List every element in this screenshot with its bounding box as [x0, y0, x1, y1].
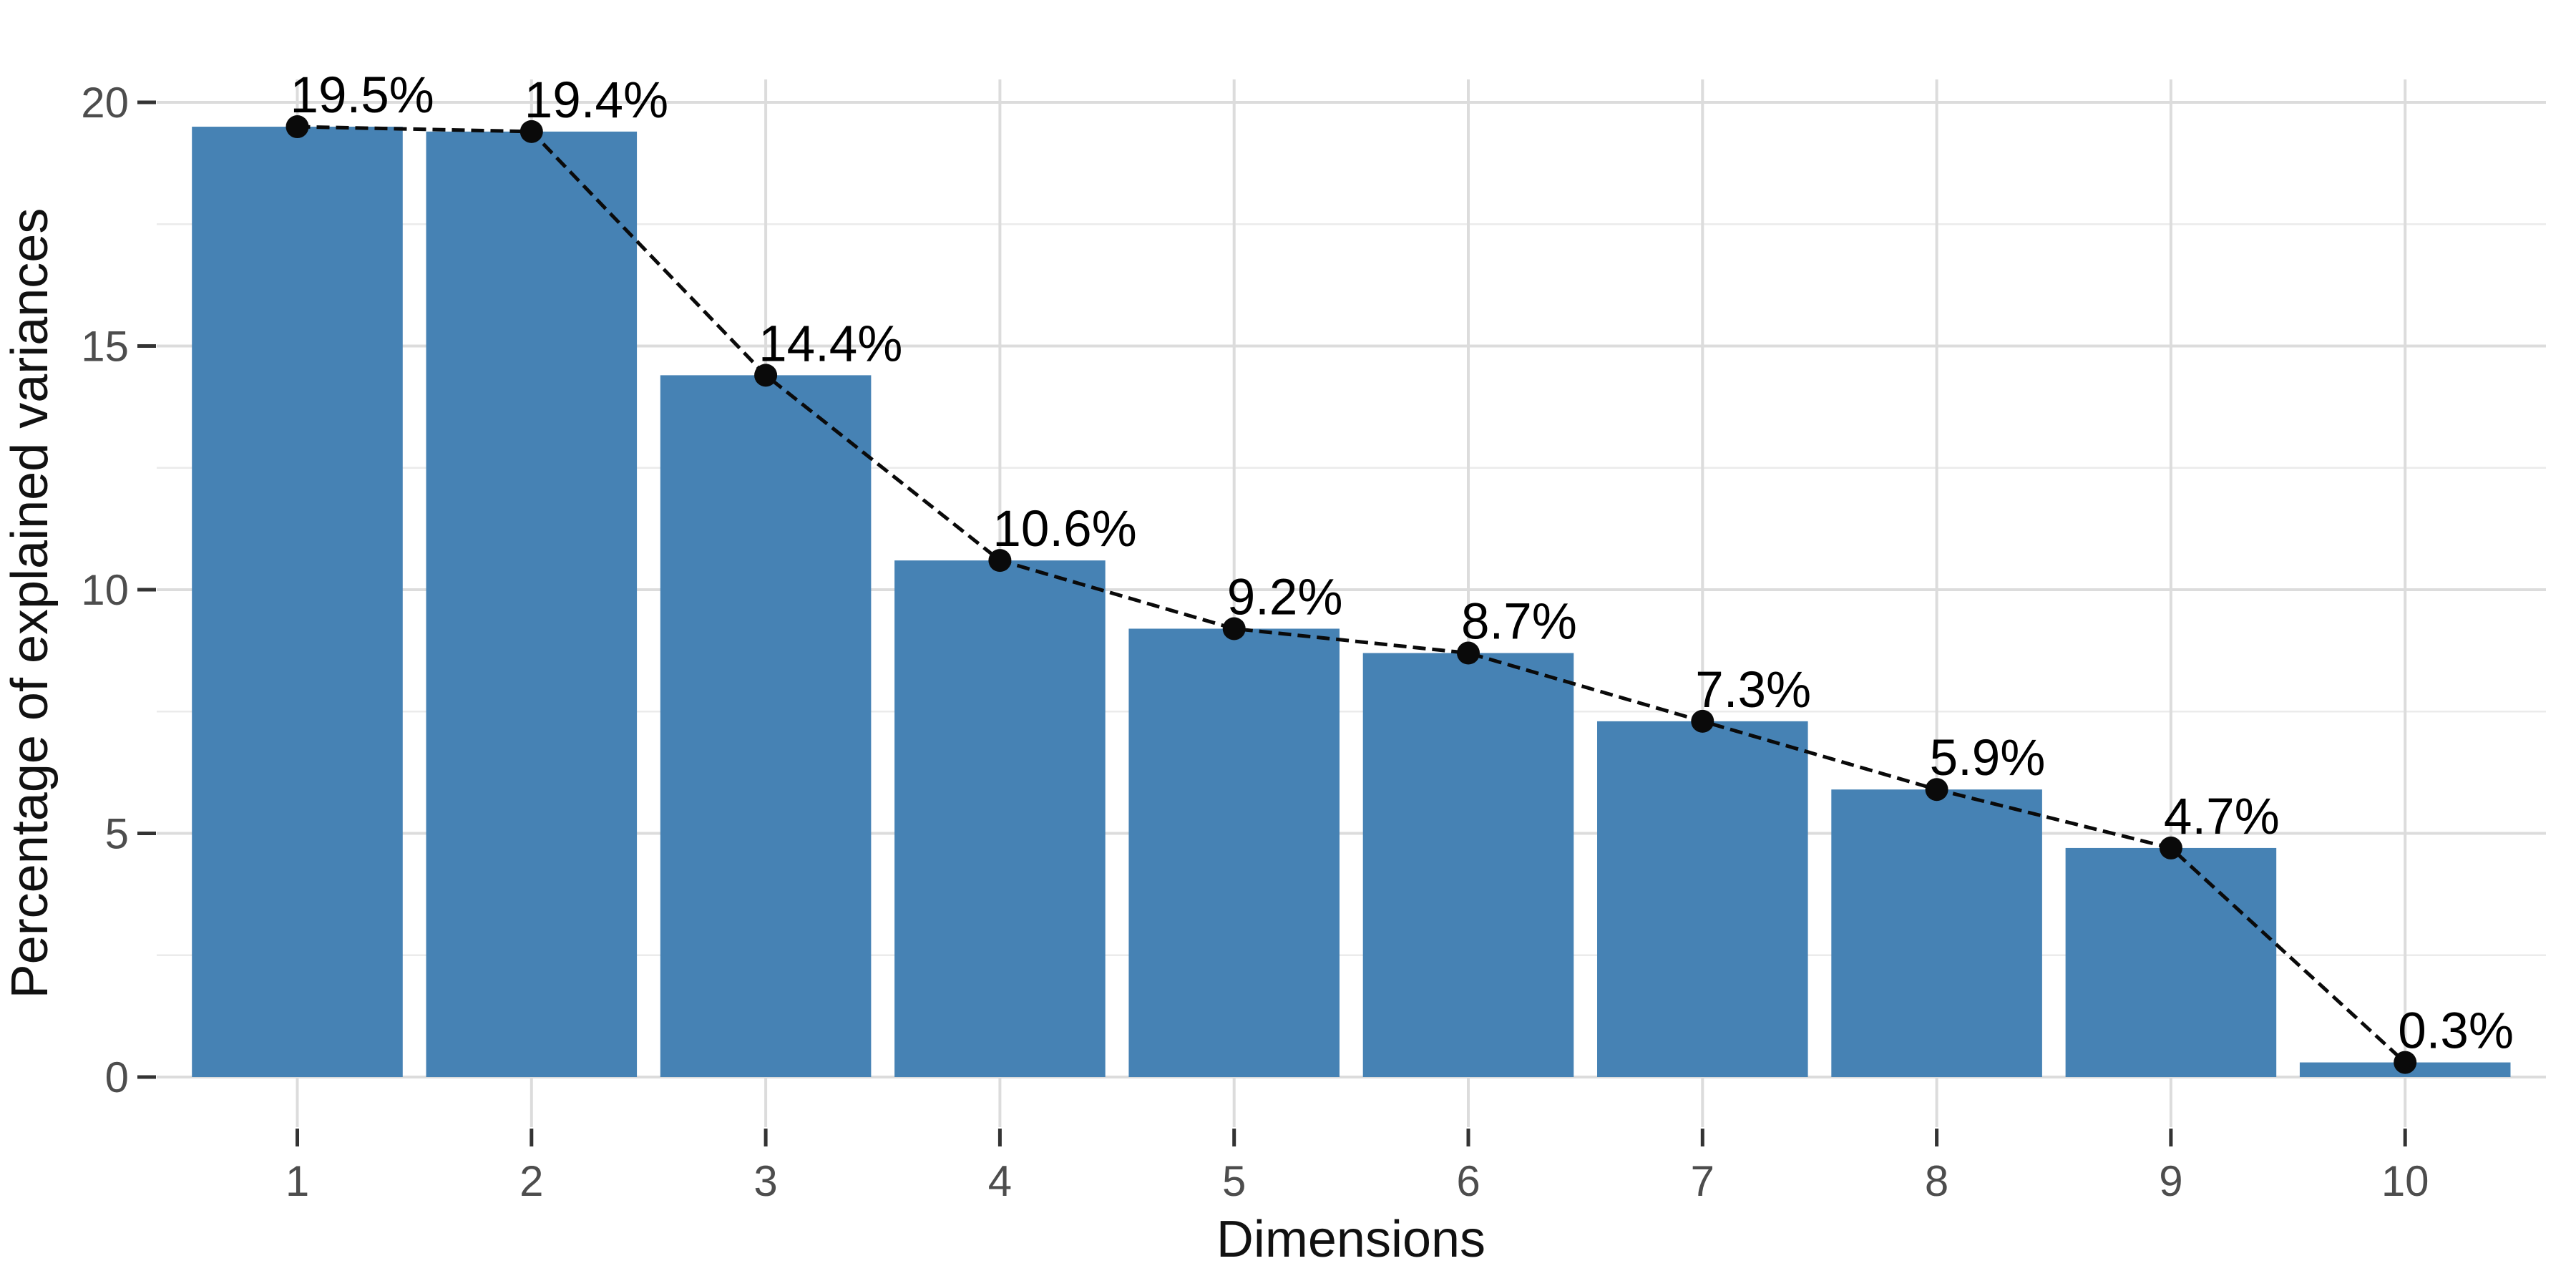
bar-dimension-1: [192, 127, 403, 1077]
axis-labels-layer: 0 5 10 15 20 1 2 3 4 5 6 7 8 9 10: [81, 79, 2429, 1205]
point-value-label: 14.4%: [758, 316, 902, 372]
point-value-label: 0.3%: [2398, 1003, 2514, 1060]
scree-line-layer: [297, 125, 2406, 1064]
y-tick-label: 5: [105, 810, 129, 858]
x-tick-label: 1: [286, 1157, 309, 1205]
scree-point: [2394, 1051, 2417, 1074]
scree-point: [286, 115, 309, 139]
point-value-label: 10.6%: [992, 501, 1136, 557]
x-tick-label: 2: [519, 1157, 543, 1205]
x-tick-label: 8: [1925, 1157, 1948, 1205]
y-tick-label: 0: [105, 1053, 129, 1101]
bars-layer: [192, 127, 2511, 1078]
bar-dimension-4: [894, 560, 1106, 1077]
scree-line: [297, 125, 2406, 1064]
x-tick-label: 9: [2159, 1157, 2182, 1205]
bar-dimension-5: [1128, 628, 1340, 1077]
x-tick-label: 4: [988, 1157, 1012, 1205]
bar-dimension-2: [426, 131, 638, 1078]
data-labels-layer: 19.5% 19.4% 14.4% 10.6% 9.2% 8.7% 7.3% 5.9% 4.7%…: [291, 67, 2514, 1060]
scree-point: [1691, 709, 1714, 733]
x-tick-label: 3: [753, 1157, 777, 1205]
scree-point: [2159, 836, 2182, 859]
bar-dimension-9: [2065, 847, 2277, 1077]
y-tick-label: 10: [81, 566, 129, 614]
point-value-label: 8.7%: [1461, 594, 1577, 651]
scree-point: [988, 549, 1012, 573]
bar-dimension-3: [660, 375, 872, 1077]
bar-dimension-7: [1597, 721, 1808, 1077]
point-value-label: 4.7%: [2164, 789, 2280, 845]
bar-dimension-6: [1362, 653, 1574, 1077]
scree-points-layer: [286, 115, 2417, 1074]
scree-point: [1925, 778, 1948, 802]
axis-ticks-layer: [137, 100, 2407, 1146]
scree-point: [754, 364, 778, 387]
x-tick-label: 10: [2381, 1157, 2429, 1205]
point-value-label: 7.3%: [1695, 662, 1811, 719]
point-value-label: 5.9%: [1930, 730, 2046, 786]
point-value-label: 9.2%: [1227, 569, 1343, 625]
x-tick-label: 6: [1456, 1157, 1480, 1205]
point-value-label: 19.5%: [291, 67, 434, 124]
scree-point: [1457, 641, 1480, 665]
point-value-label: 19.4%: [525, 72, 668, 129]
scree-point: [519, 120, 543, 143]
bar-dimension-8: [1831, 789, 2042, 1077]
x-tick-label: 5: [1222, 1157, 1246, 1205]
y-axis-title: Percentage of explained variances: [1, 208, 59, 999]
x-tick-label: 7: [1691, 1157, 1714, 1205]
y-tick-label: 15: [81, 323, 129, 371]
y-tick-label: 20: [81, 79, 129, 127]
scree-point: [1222, 617, 1246, 640]
x-axis-title: Dimensions: [1216, 1211, 1485, 1268]
